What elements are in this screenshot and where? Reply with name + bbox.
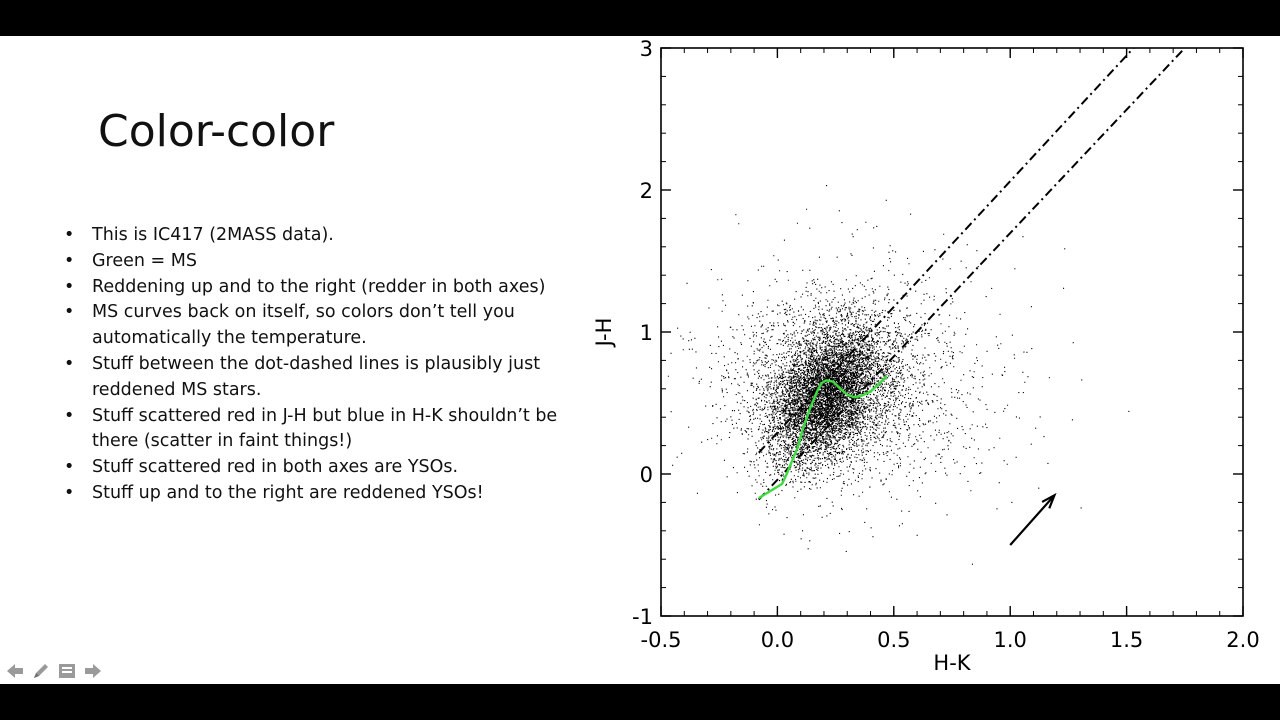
bullet-item: This is IC417 (2MASS data). <box>64 223 564 249</box>
scatter-points <box>667 185 1130 565</box>
y-tick-label: 2 <box>640 179 653 203</box>
y-tick-label: 0 <box>640 463 653 487</box>
reddening-vector <box>1009 494 1056 546</box>
reddening-band-line <box>758 48 1186 501</box>
prev-arrow-icon[interactable] <box>4 660 26 682</box>
bullet-item: Stuff up and to the right are reddened Y… <box>64 481 564 507</box>
bullet-item: Stuff scattered red in J-H but blue in H… <box>64 404 564 456</box>
y-tick-label: -1 <box>632 605 653 629</box>
scatter-cloud <box>667 185 1130 565</box>
main-sequence-curve <box>758 375 888 500</box>
axis-ticks: -0.5 0.0 0.5 1.0 1.5 2.0 -1 0 1 2 3 <box>632 37 1260 652</box>
x-axis-label: H-K <box>933 651 971 675</box>
color-color-chart: -0.5 0.0 0.5 1.0 1.5 2.0 -1 0 1 2 3 H-K J-H <box>592 37 1260 675</box>
menu-icon[interactable] <box>56 660 78 682</box>
y-tick-label: 1 <box>640 321 653 345</box>
chart-lines <box>758 48 1186 546</box>
bullet-item: MS curves back on itself, so colors don’… <box>64 300 564 352</box>
x-tick-label: 0.0 <box>761 628 794 652</box>
x-tick-label: 1.0 <box>993 628 1026 652</box>
pen-icon[interactable] <box>30 660 52 682</box>
y-tick-label: 3 <box>640 37 653 61</box>
x-tick-label: 1.5 <box>1110 628 1143 652</box>
slide-title: Color-color <box>98 106 335 157</box>
bullet-list: This is IC417 (2MASS data). Green = MS R… <box>64 223 564 507</box>
slide: Color-color This is IC417 (2MASS data). … <box>0 36 1280 684</box>
bullet-item: Stuff scattered red in both axes are YSO… <box>64 455 564 481</box>
reddening-band-line <box>758 48 1135 454</box>
slide-nav-toolbar <box>4 660 104 682</box>
y-axis-label: J-H <box>592 318 616 349</box>
next-arrow-icon[interactable] <box>82 660 104 682</box>
bullet-item: Green = MS <box>64 249 564 275</box>
reddening-vector-head <box>1041 492 1057 509</box>
x-tick-label: 0.5 <box>877 628 910 652</box>
bullet-item: Stuff between the dot-dashed lines is pl… <box>64 352 564 404</box>
x-tick-label: 2.0 <box>1226 628 1259 652</box>
x-tick-label: -0.5 <box>641 628 682 652</box>
bullet-item: Reddening up and to the right (redder in… <box>64 275 564 301</box>
plot-frame <box>660 47 1244 617</box>
